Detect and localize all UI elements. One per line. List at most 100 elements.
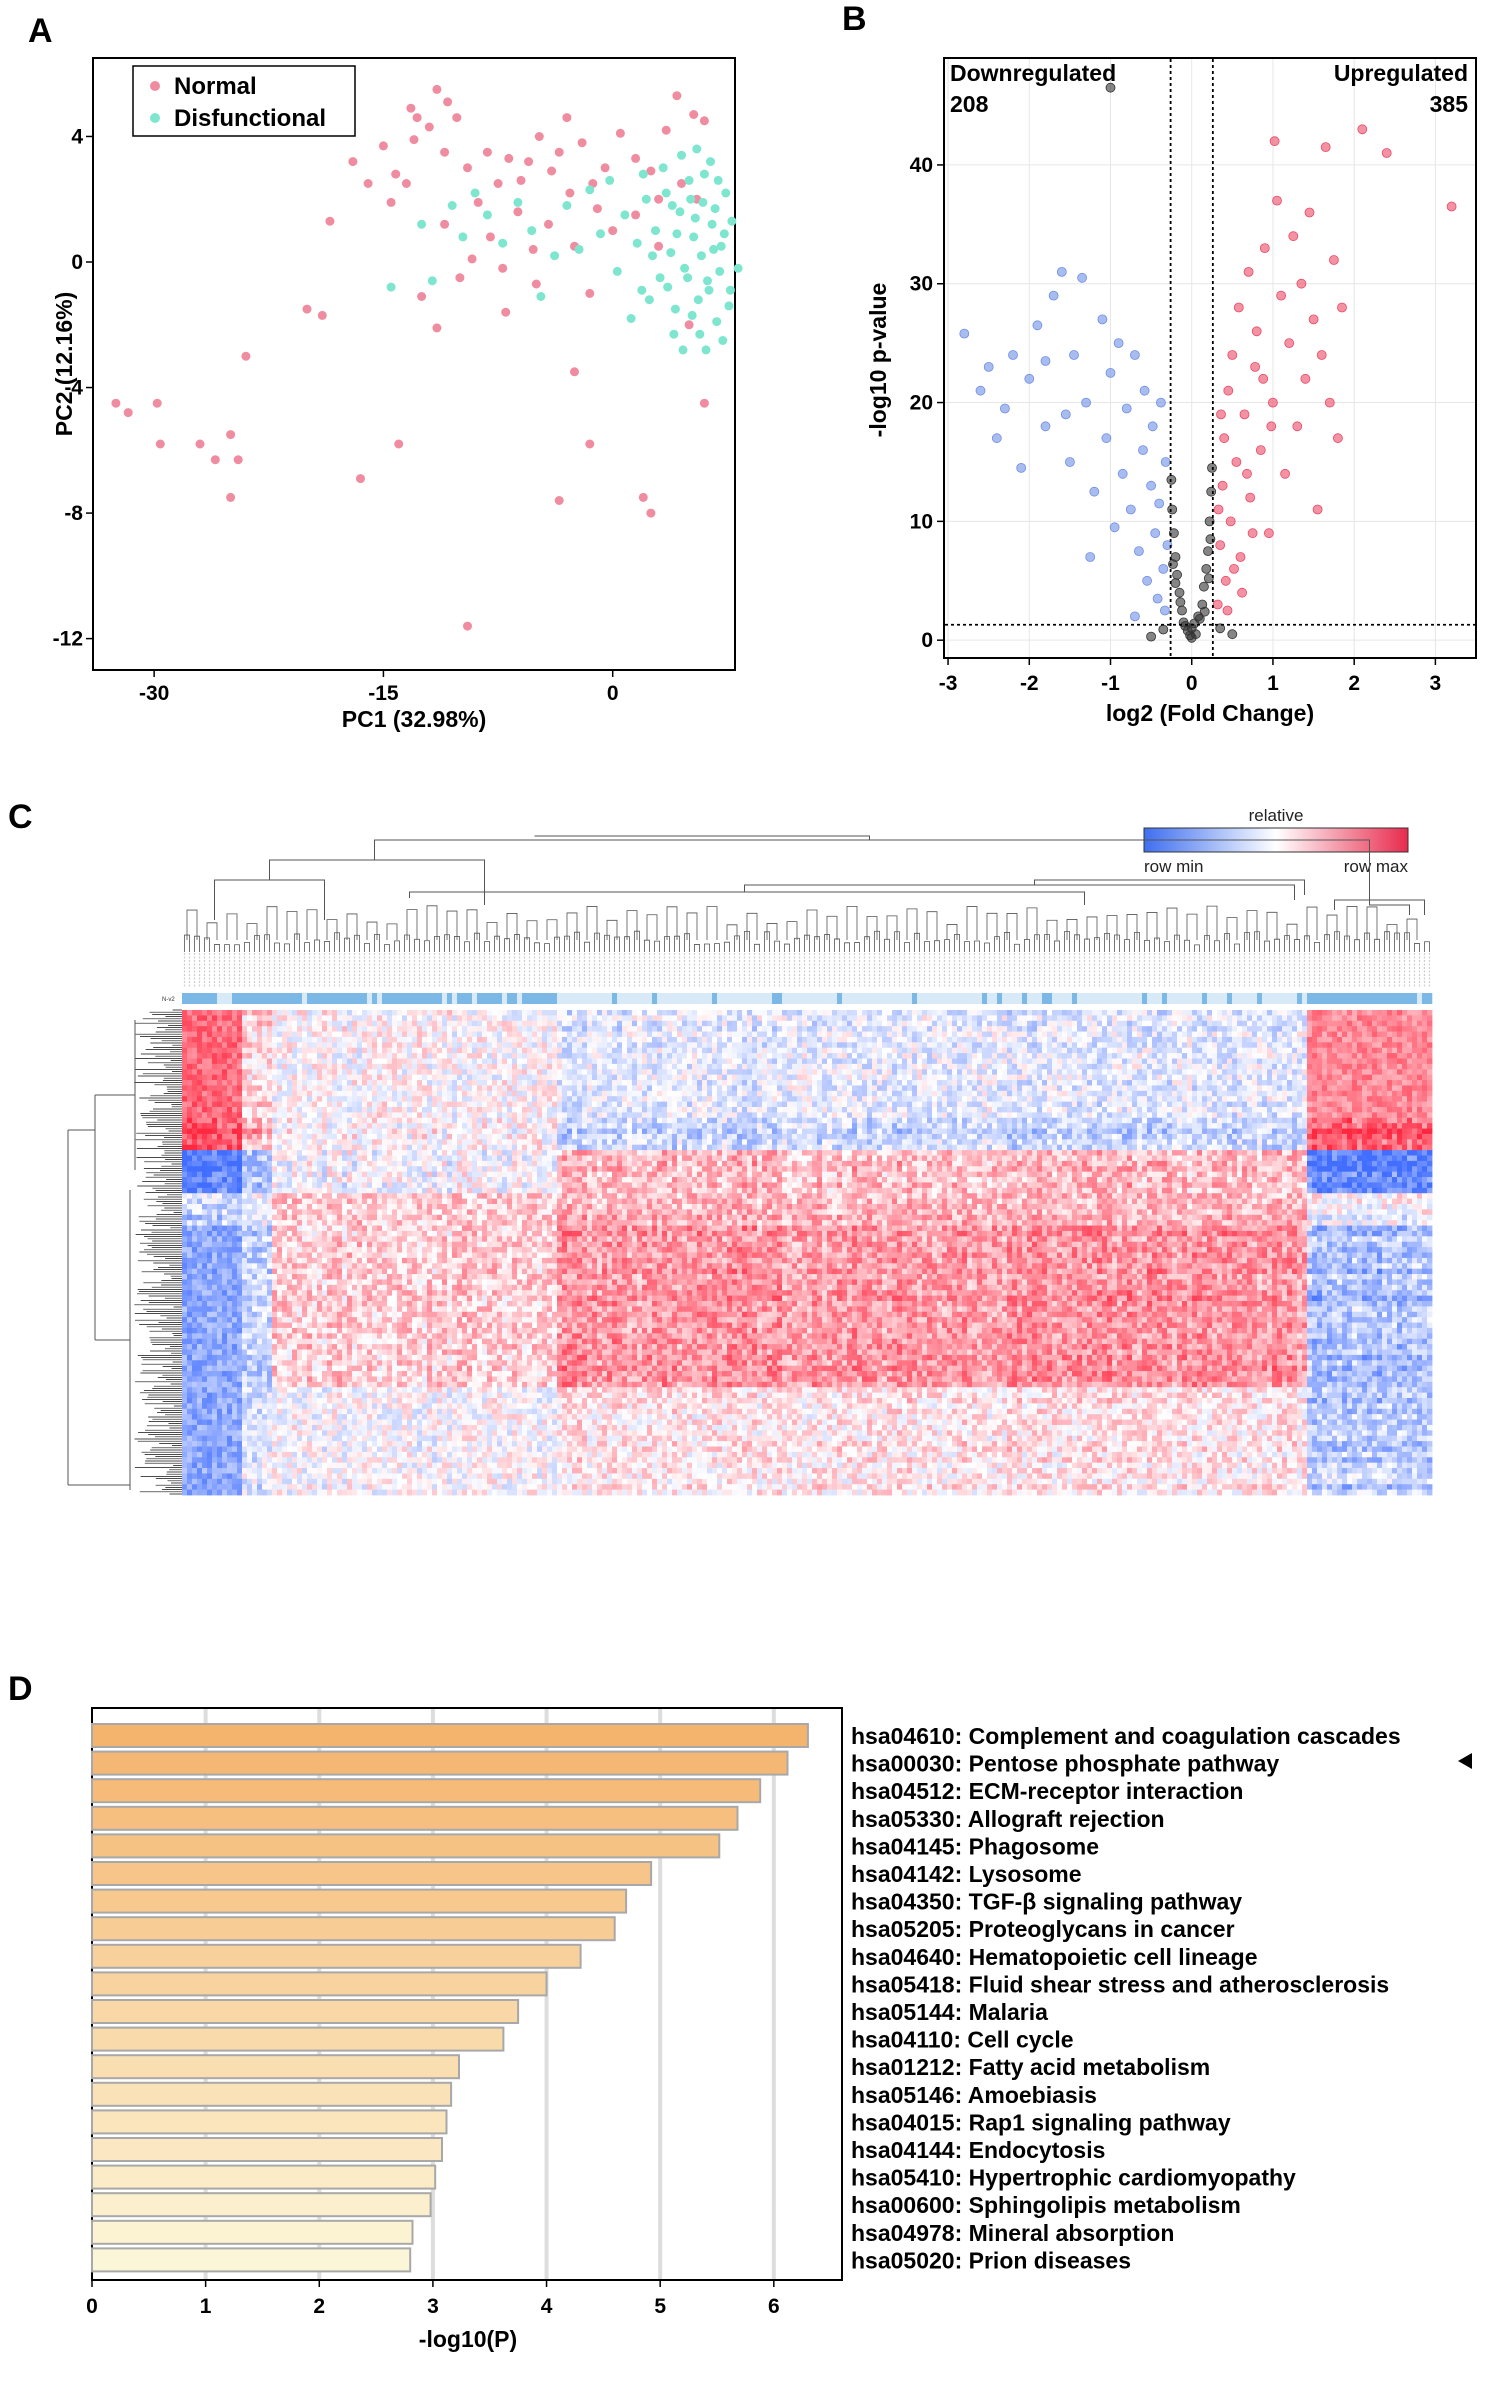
heatmap-cell — [1072, 1036, 1078, 1043]
heatmap-cell — [872, 1042, 878, 1049]
heatmap-cell — [607, 1090, 613, 1097]
volcano-x-tick-label-5: 2 — [1348, 672, 1360, 695]
heatmap-cell — [1377, 1074, 1383, 1081]
heatmap-cell — [197, 1015, 203, 1022]
heatmap-cell — [487, 1026, 493, 1032]
heatmap-cell — [392, 1080, 398, 1086]
heatmap-cell — [1112, 1042, 1118, 1049]
heatmap-cell — [437, 1031, 443, 1038]
heatmap-cell — [547, 1096, 553, 1103]
heatmap-cell — [1247, 1058, 1253, 1065]
heatmap-cell — [862, 1090, 868, 1097]
heatmap-cell — [757, 1085, 763, 1092]
heatmap-cell — [1207, 1069, 1213, 1076]
heatmap-cell — [737, 1063, 743, 1070]
heatmap-cell — [572, 1036, 578, 1043]
pca-point-disfunctional-2 — [427, 276, 437, 286]
heatmap-cell — [592, 1031, 598, 1038]
heatmap-cell — [592, 1069, 598, 1076]
heatmap-cell — [752, 1074, 758, 1081]
heatmap-cell — [547, 1063, 553, 1070]
heatmap-cell — [307, 1042, 313, 1049]
heatmap-cell — [317, 1047, 323, 1054]
heatmap-cell — [522, 1063, 528, 1070]
heatmap-cell — [217, 1085, 223, 1092]
heatmap-cell — [392, 1058, 398, 1065]
heatmap-cell — [592, 1020, 598, 1027]
heatmap-cell — [822, 1015, 828, 1022]
heatmap-cell — [427, 1096, 433, 1103]
heatmap-cell — [282, 1015, 288, 1022]
heatmap-cell — [322, 1096, 328, 1103]
heatmap-cell — [1017, 1026, 1023, 1032]
heatmap-cell — [222, 1031, 228, 1038]
heatmap-cell — [1107, 1053, 1113, 1059]
heatmap-cell — [562, 1058, 568, 1065]
heatmap-cell — [1112, 1058, 1118, 1065]
heatmap-cell — [1332, 1090, 1338, 1097]
heatmap-cell — [237, 1074, 243, 1081]
heatmap-cell — [802, 1080, 808, 1086]
heatmap-cell — [1187, 1020, 1193, 1027]
heatmap-cell — [1182, 1074, 1188, 1081]
heatmap-cell — [607, 1074, 613, 1081]
heatmap-cell — [1212, 1042, 1218, 1049]
heatmap-cell — [1127, 1031, 1133, 1038]
heatmap-cell — [1167, 1010, 1173, 1016]
heatmap-cell — [1132, 1036, 1138, 1043]
heatmap-cell — [1307, 1047, 1313, 1054]
heatmap-cell — [182, 1026, 188, 1032]
heatmap-cell — [312, 1031, 318, 1038]
heatmap-cell — [377, 1031, 383, 1038]
heatmap-cell — [262, 1031, 268, 1038]
heatmap-cell — [592, 1090, 598, 1097]
heatmap-cell — [1097, 1010, 1103, 1016]
heatmap-cell — [572, 1026, 578, 1032]
heatmap-cell — [562, 1042, 568, 1049]
heatmap-cell — [1217, 1069, 1223, 1076]
heatmap-cell — [1367, 1090, 1373, 1097]
heatmap-cell — [952, 1074, 958, 1081]
heatmap-cell — [207, 1096, 213, 1103]
heatmap-cell — [332, 1010, 338, 1016]
heatmap-cell — [932, 1042, 938, 1049]
heatmap-cell — [717, 1080, 723, 1086]
pca-point-normal-38 — [440, 147, 450, 157]
heatmap-cell — [392, 1031, 398, 1038]
heatmap-cell — [582, 1058, 588, 1065]
heatmap-cell — [1082, 1015, 1088, 1022]
heatmap-cell — [747, 1047, 753, 1054]
heatmap-cell — [917, 1015, 923, 1022]
heatmap-cell — [432, 1047, 438, 1054]
heatmap-cell — [182, 1047, 188, 1054]
heatmap-cell — [707, 1020, 713, 1027]
heatmap-cell — [497, 1042, 503, 1049]
heatmap-cell — [802, 1053, 808, 1059]
heatmap-cell — [432, 1015, 438, 1022]
heatmap-cell — [1312, 1074, 1318, 1081]
heatmap-cell — [302, 1031, 308, 1038]
heatmap-cell — [872, 1085, 878, 1092]
heatmap-cell — [692, 1036, 698, 1043]
heatmap-cell — [892, 1047, 898, 1054]
heatmap-cell — [1157, 1080, 1163, 1086]
heatmap-cell — [762, 1010, 768, 1016]
heatmap-cell — [1382, 1080, 1388, 1086]
heatmap-cell — [642, 1096, 648, 1103]
heatmap-cell — [797, 1058, 803, 1065]
heatmap-cell — [412, 1058, 418, 1065]
annotation-cell — [182, 993, 188, 1004]
heatmap-cell — [182, 1042, 188, 1049]
heatmap-cell — [317, 1015, 323, 1022]
heatmap-cell — [872, 1080, 878, 1086]
heatmap-cell — [1267, 1020, 1273, 1027]
heatmap-cell — [402, 1036, 408, 1043]
heatmap-cell — [372, 1015, 378, 1022]
heatmap-cell — [427, 1026, 433, 1032]
heatmap-cell — [337, 1074, 343, 1081]
volcano-point-down-3 — [1000, 403, 1010, 414]
heatmap-cell — [1417, 1063, 1423, 1070]
heatmap-cell — [772, 1058, 778, 1065]
heatmap-cell — [432, 1036, 438, 1043]
heatmap-cell — [1207, 1085, 1213, 1092]
